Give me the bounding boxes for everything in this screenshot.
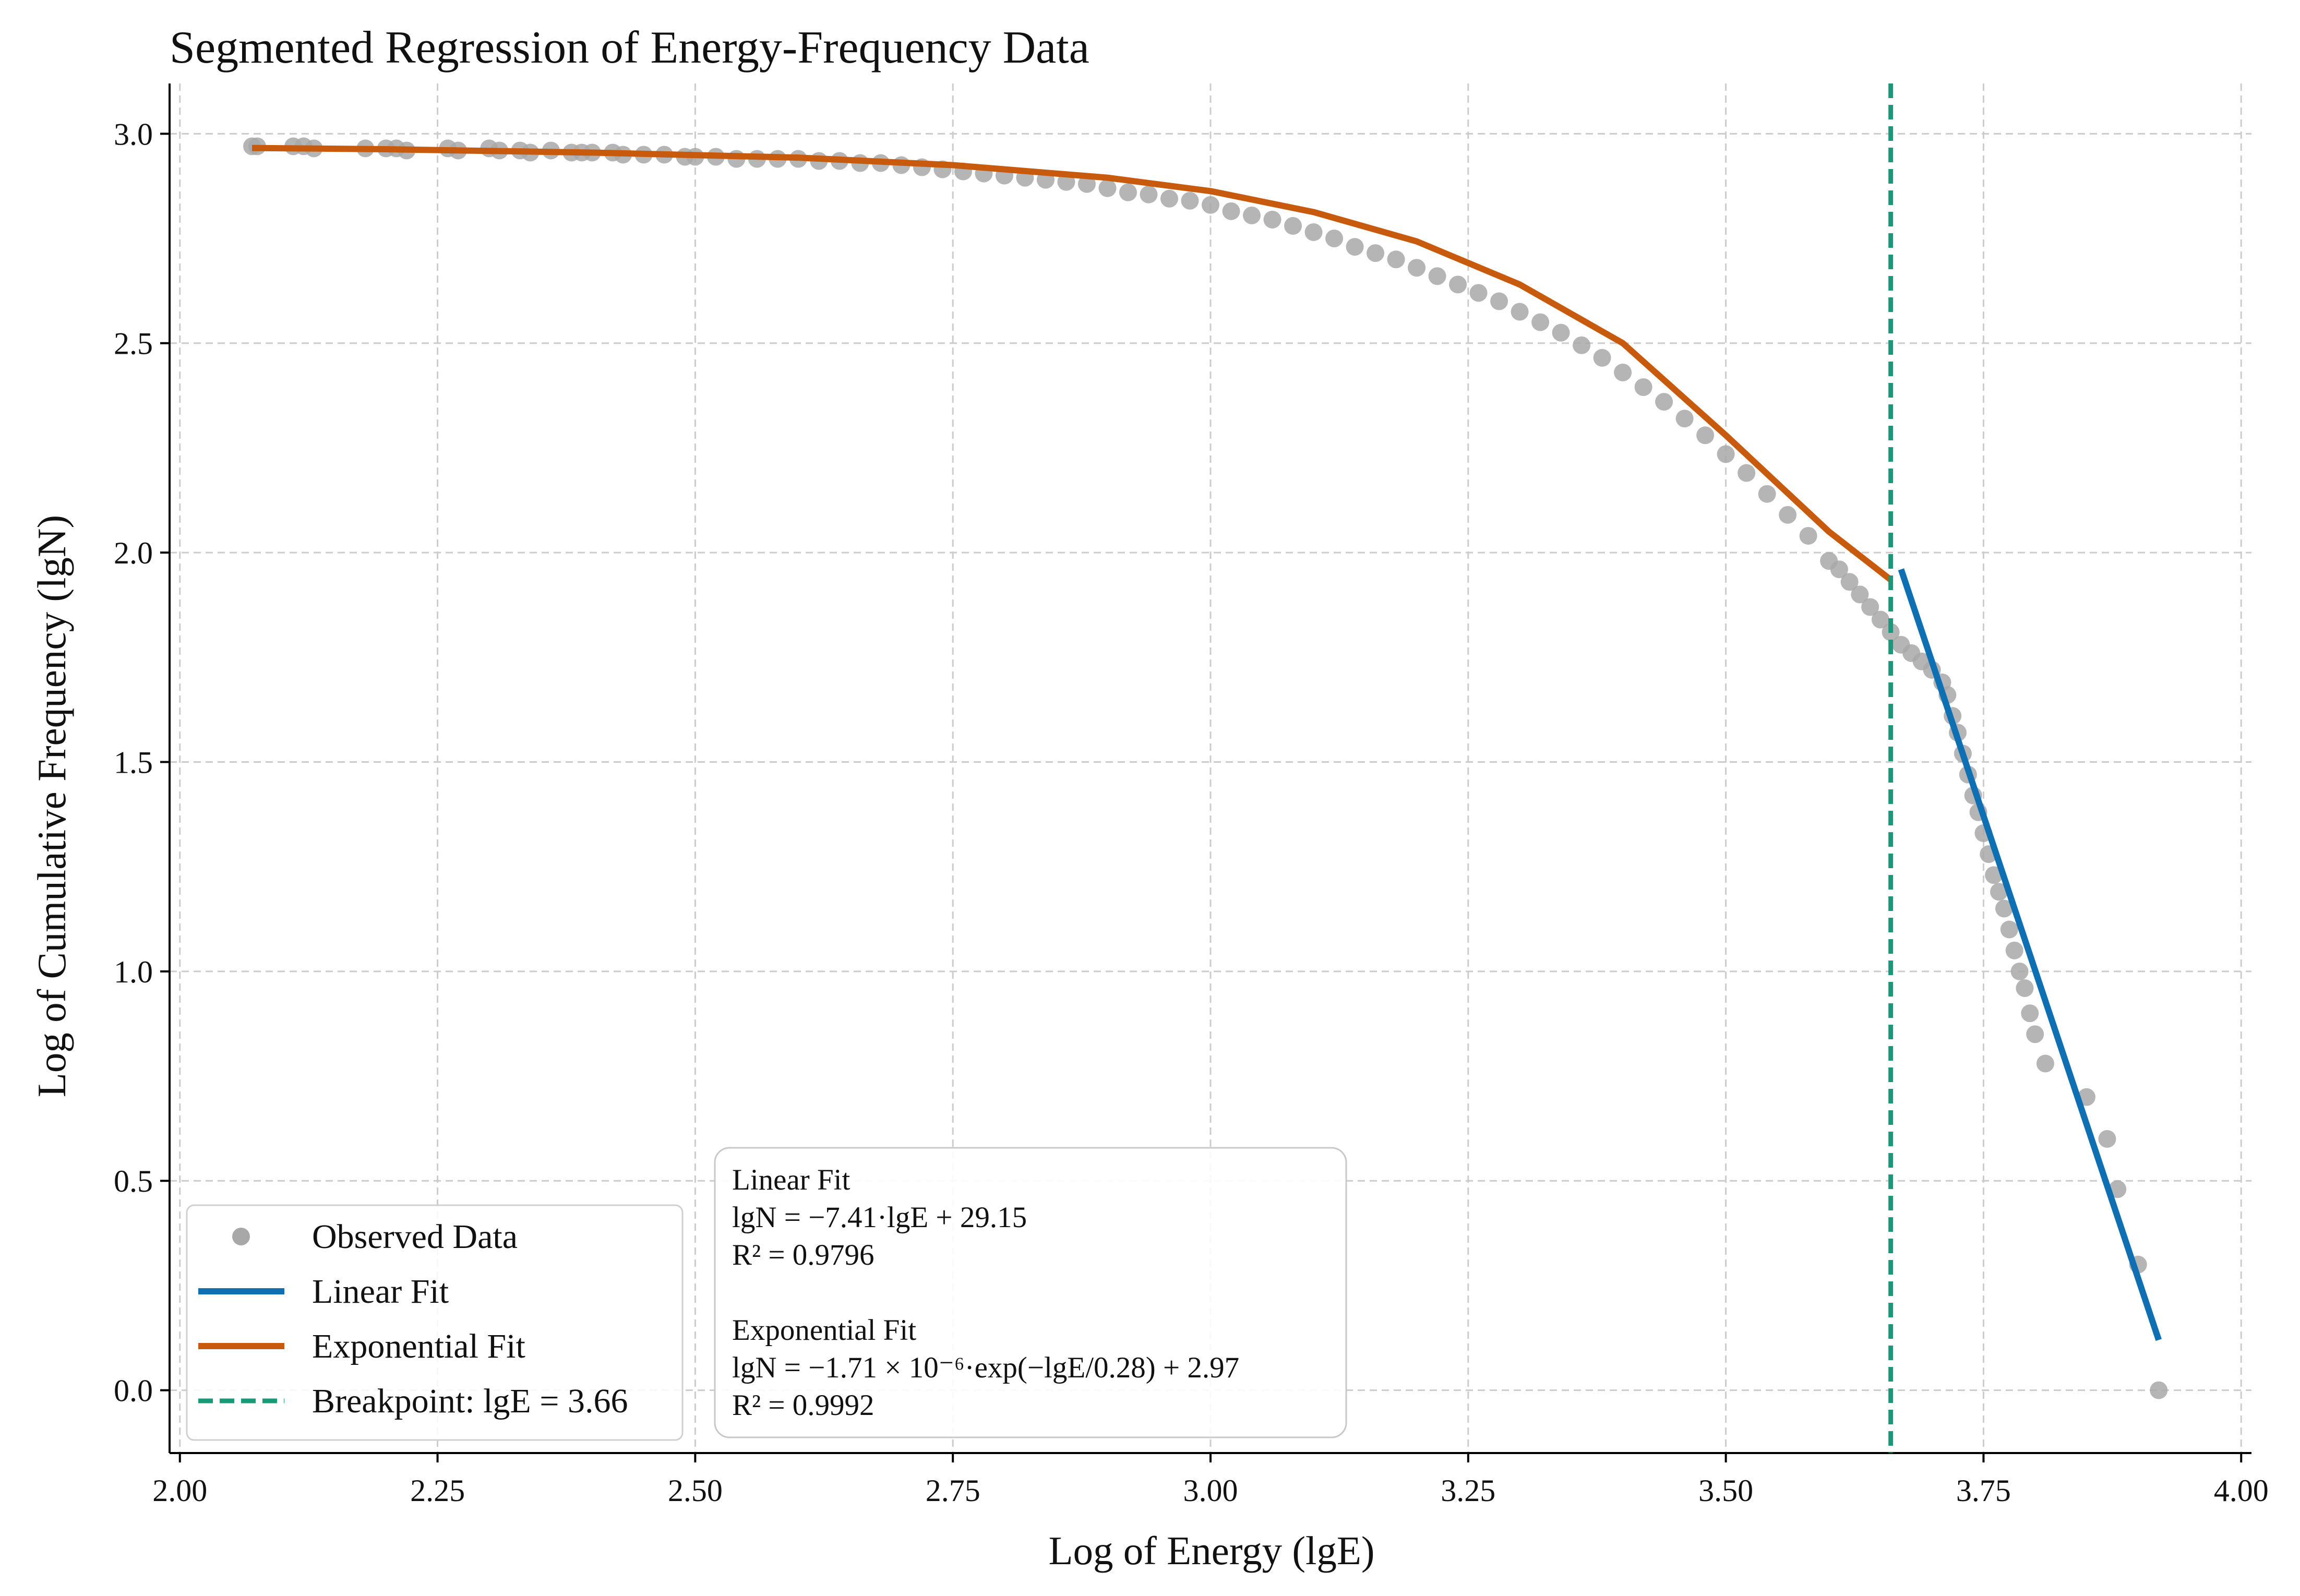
linear-fit-line [1898, 568, 2162, 1341]
plot-area [243, 83, 2168, 1453]
observed-data-point [1675, 410, 1694, 428]
observed-data-point [1222, 202, 1240, 220]
observed-data-point [1077, 175, 1096, 193]
observed-data-point [1449, 275, 1467, 294]
observed-data-point [1119, 183, 1137, 201]
observed-data-point [1531, 313, 1550, 331]
annotation-line: Exponential Fit [732, 1314, 916, 1347]
axes: 2.00 2.25 2.50 2.75 3.00 3.25 3.50 3.75 4.00 0.0 0… [114, 83, 2269, 1508]
observed-data-point [2098, 1130, 2116, 1148]
observed-data-point [1346, 238, 1364, 256]
x-tick-label: 2.00 [152, 1473, 207, 1508]
y-axis-label: Log of Cumulative Frequency (lgN) [29, 515, 74, 1097]
observed-data-point [1655, 393, 1673, 411]
x-tick-label: 3.75 [1956, 1473, 2011, 1508]
observed-data-point [1717, 445, 1735, 463]
observed-data-point [1511, 303, 1529, 321]
observed-data-point [1428, 267, 1446, 285]
annotation-line: lgN = −1.71 × 10⁻⁶·exp(−lgE/0.28) + 2.97 [732, 1351, 1239, 1384]
observed-data-point [1263, 210, 1281, 229]
observed-data-point [1634, 378, 1652, 396]
observed-data-point [1779, 506, 1797, 524]
x-tick-label: 3.25 [1441, 1473, 1495, 1508]
legend-box [186, 1204, 684, 1441]
chart-title: Segmented Regression of Energy-Frequency… [170, 22, 1089, 73]
observed-data-point [1738, 464, 1756, 482]
exponential-fit-line [251, 145, 1893, 582]
y-tick-label: 3.0 [114, 117, 153, 151]
observed-data-point [2005, 941, 2023, 959]
observed-data-point [1325, 230, 1344, 248]
observed-data-point [1995, 899, 2013, 918]
observed-data-point [1387, 250, 1405, 269]
x-tick-label: 2.75 [926, 1473, 980, 1508]
observed-data-point [1830, 560, 1848, 579]
grid [170, 83, 2251, 1453]
annotation-line: R² = 0.9992 [732, 1389, 875, 1422]
observed-data-point [2036, 1054, 2054, 1073]
annotation-line: R² = 0.9796 [732, 1239, 875, 1271]
legend-linear-label: Linear Fit [312, 1273, 449, 1311]
x-tick-label: 2.50 [668, 1473, 723, 1508]
observed-data-point [1181, 191, 1199, 210]
observed-data-point [2016, 979, 2034, 997]
x-tick-label: 3.00 [1183, 1473, 1238, 1508]
annotation-box [714, 1147, 1347, 1438]
observed-data-point [1490, 292, 1508, 310]
x-tick-label: 4.00 [2214, 1473, 2269, 1508]
observed-data-point [1202, 196, 1219, 214]
legend-breakpoint-label: Breakpoint: lgE = 3.66 [312, 1382, 628, 1420]
observed-data-point [1758, 485, 1776, 503]
observed-data-point [2000, 920, 2018, 939]
observed-data-point [1799, 526, 1817, 545]
y-tick-label: 1.5 [114, 745, 153, 779]
observed-data-point [1284, 217, 1302, 235]
y-tick-label: 1.0 [114, 955, 153, 989]
observed-data-point [1469, 284, 1488, 302]
fit-annotation: Linear Fit lgN = −7.41·lgE + 29.15 R² = 0.… [714, 1147, 1347, 1438]
observed-data-point [1552, 323, 1570, 342]
observed-data-point [2010, 962, 2029, 980]
legend: Observed Data Linear Fit Exponential Fit Br… [186, 1204, 684, 1441]
observed-data-point [1614, 363, 1632, 381]
observed-data-point [2026, 1025, 2044, 1043]
y-tick-label: 0.0 [114, 1374, 153, 1408]
legend-exponential-label: Exponential Fit [312, 1327, 525, 1365]
annotation-line: Linear Fit [732, 1163, 850, 1196]
x-tick-label: 3.50 [1698, 1473, 1753, 1508]
observed-data-point [1851, 585, 1869, 604]
observed-data-point [1840, 573, 1859, 591]
observed-data-point [1696, 426, 1715, 445]
legend-observed-marker [232, 1228, 250, 1245]
observed-data-point [1593, 349, 1611, 367]
observed-data-point [1871, 610, 1889, 629]
observed-data-point [1408, 259, 1426, 277]
observed-data-point [1573, 336, 1591, 354]
y-tick-label: 0.5 [114, 1164, 153, 1198]
observed-data-point [1861, 598, 1879, 616]
x-axis-label: Log of Energy (lgE) [1048, 1528, 1374, 1573]
y-tick-label: 2.0 [114, 536, 153, 570]
observed-data-point [1990, 883, 2008, 901]
observed-data-point [1140, 185, 1158, 203]
x-tick-label: 2.25 [410, 1473, 465, 1508]
legend-observed-label: Observed Data [312, 1218, 518, 1256]
observed-data-point [1985, 866, 2003, 884]
observed-data-point [2021, 1004, 2039, 1023]
observed-data-point [2150, 1381, 2168, 1399]
y-tick-label: 2.5 [114, 327, 153, 361]
observed-data-point [1367, 244, 1385, 262]
annotation-line: lgN = −7.41·lgE + 29.15 [732, 1201, 1027, 1234]
observed-data-point [1098, 179, 1117, 197]
observed-data-point [1243, 206, 1261, 224]
observed-data-point [1304, 223, 1323, 241]
observed-data-point [1160, 189, 1178, 208]
